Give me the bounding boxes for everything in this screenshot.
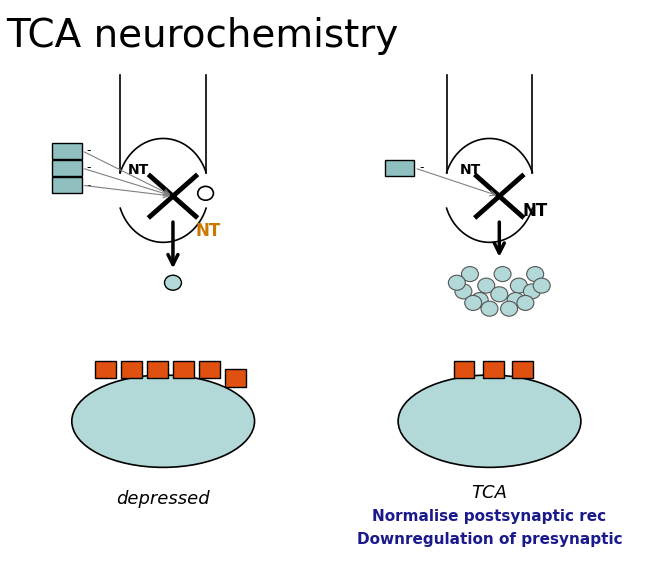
Bar bbox=[147, 361, 168, 378]
Circle shape bbox=[455, 284, 472, 299]
Text: TCA: TCA bbox=[472, 484, 507, 503]
Circle shape bbox=[448, 275, 465, 290]
Circle shape bbox=[511, 278, 527, 293]
Circle shape bbox=[491, 287, 508, 302]
Text: depressed: depressed bbox=[116, 490, 210, 508]
Text: -: - bbox=[420, 162, 424, 174]
Bar bbox=[513, 361, 533, 378]
Text: -: - bbox=[87, 162, 91, 174]
Bar bbox=[52, 177, 82, 193]
Circle shape bbox=[533, 278, 550, 293]
Text: NT: NT bbox=[522, 202, 547, 220]
Circle shape bbox=[471, 293, 488, 308]
Circle shape bbox=[501, 301, 518, 316]
Bar bbox=[95, 361, 116, 378]
Text: -: - bbox=[87, 144, 91, 157]
Text: -: - bbox=[87, 179, 91, 192]
Ellipse shape bbox=[398, 375, 581, 467]
Circle shape bbox=[526, 267, 544, 282]
Text: NT: NT bbox=[460, 163, 482, 177]
Bar bbox=[385, 160, 415, 176]
Bar bbox=[225, 369, 246, 387]
Bar bbox=[453, 361, 474, 378]
Circle shape bbox=[524, 284, 540, 299]
Circle shape bbox=[507, 293, 524, 308]
Text: NT: NT bbox=[127, 163, 149, 177]
Circle shape bbox=[494, 267, 511, 282]
Circle shape bbox=[481, 301, 498, 316]
Bar bbox=[52, 143, 82, 159]
Circle shape bbox=[478, 278, 495, 293]
Bar bbox=[199, 361, 220, 378]
Bar bbox=[483, 361, 504, 378]
Text: NT: NT bbox=[196, 222, 221, 240]
Text: Downregulation of presynaptic: Downregulation of presynaptic bbox=[357, 532, 622, 547]
Text: TCA neurochemistry: TCA neurochemistry bbox=[7, 17, 399, 55]
Circle shape bbox=[465, 295, 482, 310]
Ellipse shape bbox=[72, 375, 255, 467]
Circle shape bbox=[198, 186, 213, 200]
Bar bbox=[52, 160, 82, 176]
Bar bbox=[173, 361, 194, 378]
Bar bbox=[121, 361, 141, 378]
Text: Normalise postsynaptic rec: Normalise postsynaptic rec bbox=[372, 509, 607, 524]
Circle shape bbox=[164, 275, 182, 290]
Circle shape bbox=[461, 267, 478, 282]
Circle shape bbox=[517, 295, 534, 310]
